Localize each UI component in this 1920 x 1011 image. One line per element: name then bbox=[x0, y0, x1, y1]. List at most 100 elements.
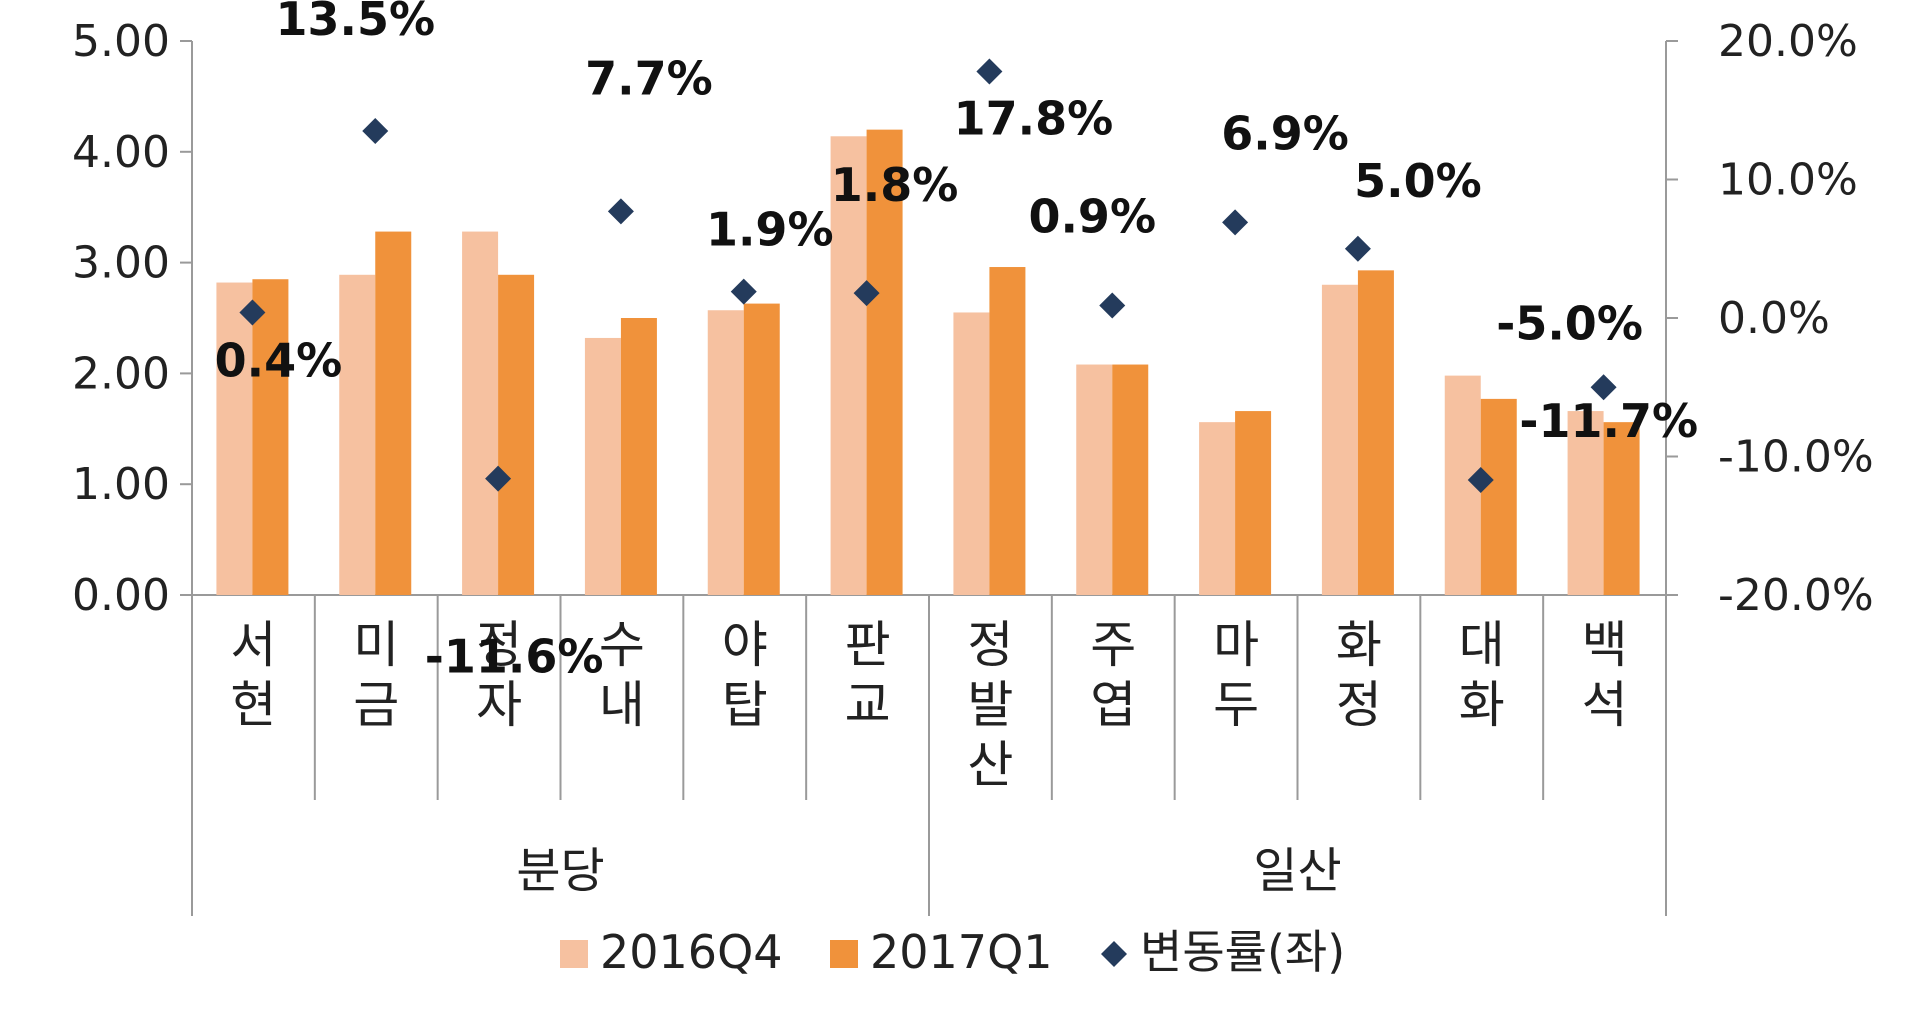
change-rate-marker bbox=[730, 278, 757, 305]
category-label-char: 화 bbox=[1459, 676, 1505, 734]
bar-2017Q1 bbox=[620, 318, 657, 595]
change-rate-marker bbox=[1099, 292, 1126, 319]
change-rate-marker bbox=[853, 280, 880, 307]
category-label-char: 주 bbox=[1090, 616, 1136, 674]
legend-swatch-2016Q4 bbox=[560, 940, 588, 968]
bar-2017Q1 bbox=[866, 129, 903, 595]
change-rate-label: -5.0% bbox=[1496, 296, 1643, 350]
category-label-char: 야 bbox=[722, 616, 768, 674]
left-axis-tick-label: 4.00 bbox=[72, 127, 170, 178]
change-rate-label: 17.8% bbox=[954, 91, 1114, 145]
bar-2016Q4 bbox=[584, 337, 621, 595]
bar-2017Q1 bbox=[743, 303, 780, 595]
category-label-char: 탑 bbox=[722, 676, 768, 734]
bar-2016Q4 bbox=[462, 231, 499, 596]
category-label-char: 백 bbox=[1582, 616, 1628, 674]
change-rate-marker bbox=[1590, 374, 1617, 401]
category-label-char: 정 bbox=[1336, 676, 1382, 734]
change-rate-label: 6.9% bbox=[1221, 106, 1349, 160]
axes-layer: 0.00 1.00 2.00 3.00 4.00 5.00 -20.0% -10.0% 0.0%… bbox=[72, 16, 1874, 916]
bar-2017Q1 bbox=[1480, 398, 1517, 595]
legend-label: 2016Q4 bbox=[600, 925, 783, 979]
category-label-char: 화 bbox=[1336, 616, 1382, 674]
category-label-char: 수 bbox=[599, 616, 645, 674]
labels-layer: 0.4% 13.5% -11.6% 7.7% 1.9%1.8% 17.8% 0.9% 6.9%… bbox=[215, 0, 1698, 684]
bar-2017Q1 bbox=[1235, 411, 1272, 595]
change-rate-label: -11.7% bbox=[1519, 394, 1698, 448]
right-axis-tick-label: 10.0% bbox=[1718, 155, 1858, 206]
bar-2017Q1 bbox=[252, 279, 289, 595]
markers-layer bbox=[239, 58, 1617, 494]
left-axis-tick-label: 0.00 bbox=[72, 570, 170, 621]
left-axis-tick-label: 1.00 bbox=[72, 459, 170, 510]
left-axis-tick-label: 2.00 bbox=[72, 348, 170, 399]
category-label-char: 정 bbox=[967, 616, 1013, 674]
category-label-char: 산 bbox=[967, 736, 1013, 794]
category-label-char: 발 bbox=[967, 676, 1013, 734]
change-rate-label: 1.8% bbox=[831, 158, 959, 212]
legend-swatch-변동률(좌) bbox=[1101, 941, 1127, 967]
category-label-char: 교 bbox=[845, 676, 891, 734]
bar-2016Q4 bbox=[953, 312, 990, 595]
right-axis-tick-label: -20.0% bbox=[1718, 570, 1874, 621]
group-label: 분당 bbox=[516, 843, 604, 899]
right-axis-tick-label: -10.0% bbox=[1718, 432, 1874, 483]
category-label-char: 두 bbox=[1213, 676, 1259, 734]
legend-label: 변동률(좌) bbox=[1140, 925, 1345, 979]
change-rate-marker bbox=[1222, 209, 1249, 236]
change-rate-marker bbox=[362, 118, 389, 145]
bar-2016Q4 bbox=[216, 282, 253, 595]
change-rate-label: 1.9% bbox=[706, 203, 834, 257]
category-label-char: 미 bbox=[353, 616, 399, 674]
left-axis-tick-label: 3.00 bbox=[72, 238, 170, 289]
category-label-char: 판 bbox=[845, 616, 891, 674]
legend-swatch-2017Q1 bbox=[830, 940, 858, 968]
bar-2017Q1 bbox=[1357, 270, 1394, 595]
category-label-char: 마 bbox=[1213, 616, 1259, 674]
category-label-char: 금 bbox=[353, 676, 399, 734]
bar-2016Q4 bbox=[1199, 422, 1236, 595]
bar-2017Q1 bbox=[1112, 364, 1149, 595]
category-label-char: 자 bbox=[476, 676, 522, 734]
left-axis-tick-label: 5.00 bbox=[72, 16, 170, 67]
right-axis-tick-label: 20.0% bbox=[1718, 16, 1858, 67]
change-rate-marker bbox=[239, 299, 266, 326]
change-rate-marker bbox=[607, 198, 634, 225]
bar-2016Q4 bbox=[707, 310, 744, 595]
bar-2016Q4 bbox=[830, 136, 867, 595]
bar-2017Q1 bbox=[498, 274, 535, 595]
category-label-char: 석 bbox=[1582, 676, 1628, 734]
change-rate-label: 5.0% bbox=[1354, 154, 1482, 208]
bar-2016Q4 bbox=[339, 274, 376, 595]
change-rate-label: 0.9% bbox=[1028, 190, 1156, 244]
bar-2016Q4 bbox=[1321, 284, 1358, 595]
change-rate-marker bbox=[485, 465, 512, 492]
bar-2017Q1 bbox=[375, 231, 412, 596]
legend-label: 2017Q1 bbox=[870, 925, 1053, 979]
right-axis-tick-label: 0.0% bbox=[1718, 293, 1830, 344]
category-label-char: 엽 bbox=[1090, 676, 1136, 734]
change-rate-label: 0.4% bbox=[215, 333, 343, 387]
bar-2016Q4 bbox=[1567, 411, 1604, 595]
category-label-char: 내 bbox=[599, 676, 645, 734]
category-label-char: 현 bbox=[230, 676, 276, 734]
bar-2016Q4 bbox=[1076, 364, 1113, 595]
category-label-char: 서 bbox=[230, 616, 276, 674]
bars-layer bbox=[216, 129, 1640, 596]
change-rate-marker bbox=[976, 58, 1003, 85]
legend: 2016Q4 2017Q1 변동률(좌) bbox=[560, 925, 1345, 979]
bar-2017Q1 bbox=[989, 267, 1026, 595]
